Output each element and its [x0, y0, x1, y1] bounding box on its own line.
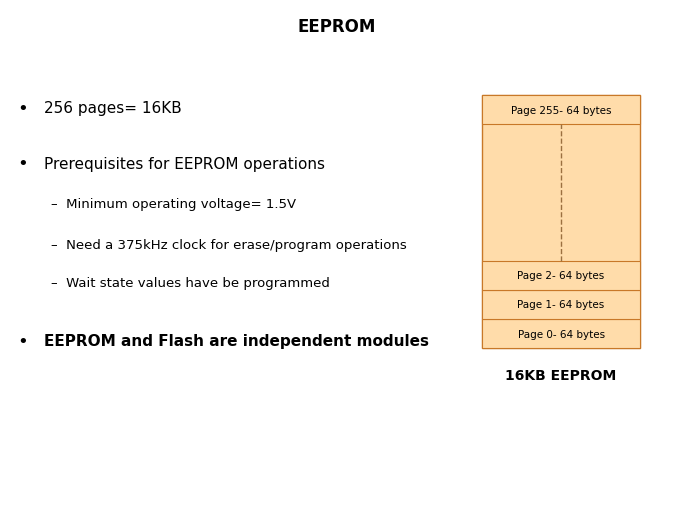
Text: 256 pages= 16KB: 256 pages= 16KB	[44, 101, 181, 116]
FancyBboxPatch shape	[482, 319, 640, 348]
Text: •: •	[17, 332, 28, 350]
Text: Page 1- 64 bytes: Page 1- 64 bytes	[518, 300, 605, 310]
Text: Prerequisites for EEPROM operations: Prerequisites for EEPROM operations	[44, 157, 325, 172]
FancyBboxPatch shape	[482, 96, 640, 348]
Text: –  Need a 375kHz clock for erase/program operations: – Need a 375kHz clock for erase/program …	[51, 238, 406, 251]
Text: •: •	[17, 99, 28, 118]
Text: EEPROM and Flash are independent modules: EEPROM and Flash are independent modules	[44, 333, 429, 348]
Text: –  Wait state values have be programmed: – Wait state values have be programmed	[51, 276, 330, 289]
Text: Page 255- 64 bytes: Page 255- 64 bytes	[511, 106, 611, 116]
Text: Page 0- 64 bytes: Page 0- 64 bytes	[518, 329, 605, 339]
Text: –  Minimum operating voltage= 1.5V: – Minimum operating voltage= 1.5V	[51, 198, 296, 211]
Text: •: •	[17, 155, 28, 173]
Text: EEPROM: EEPROM	[298, 18, 376, 36]
FancyBboxPatch shape	[482, 262, 640, 290]
Text: Page 2- 64 bytes: Page 2- 64 bytes	[518, 271, 605, 281]
FancyBboxPatch shape	[482, 96, 640, 125]
Text: 16KB EEPROM: 16KB EEPROM	[506, 369, 617, 383]
FancyBboxPatch shape	[482, 290, 640, 319]
